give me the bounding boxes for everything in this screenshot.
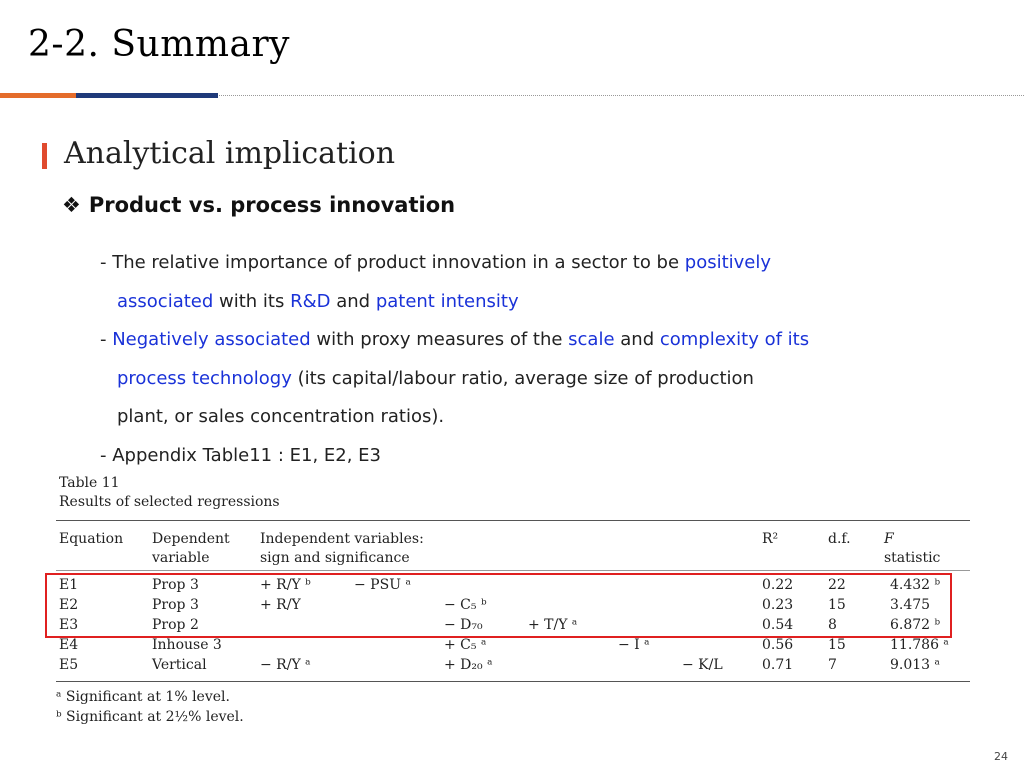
cell-v2: − PSU ᵃ xyxy=(354,577,411,593)
table-header-rule xyxy=(56,570,970,571)
cell-eq: E1 xyxy=(59,577,79,593)
cell-dep: Prop 3 xyxy=(152,577,199,593)
body-text-span: with its xyxy=(213,290,291,312)
cell-f: 3.475 xyxy=(890,597,931,613)
title-underline-orange xyxy=(0,93,76,98)
highlight-text: patent intensity xyxy=(375,290,519,312)
header-df: d.f. xyxy=(828,531,851,547)
header-independent-line2: sign and significance xyxy=(260,550,410,566)
highlight-text: complexity of its xyxy=(659,329,810,350)
cell-r2: 0.54 xyxy=(762,617,794,633)
body-line-2: associated with its R&D and patent inten… xyxy=(100,283,900,322)
cell-v6: − K/L xyxy=(682,657,723,673)
highlight-box xyxy=(45,573,952,638)
body-text: - The relative importance of product inn… xyxy=(100,244,900,475)
cell-df: 15 xyxy=(828,637,846,653)
table-bottom-rule xyxy=(56,681,970,682)
body-line-4: process technology (its capital/labour r… xyxy=(100,360,900,399)
cell-df: 8 xyxy=(828,617,837,633)
body-line-1: - The relative importance of product inn… xyxy=(100,244,900,283)
table-caption-subtitle: Results of selected regressions xyxy=(59,494,280,510)
page-number: 24 xyxy=(994,750,1008,763)
cell-dep: Vertical xyxy=(152,657,207,673)
body-text-span: - The relative importance of product inn… xyxy=(100,252,685,273)
body-text-span: with proxy measures of the xyxy=(310,329,569,350)
cell-eq: E2 xyxy=(59,597,79,613)
highlight-text: process technology xyxy=(117,367,292,389)
cell-v4: + T/Y ᵃ xyxy=(528,617,578,633)
cell-r2: 0.23 xyxy=(762,597,794,613)
diamond-bullet-icon: ❖ xyxy=(62,193,81,217)
cell-v3: − D₇₀ xyxy=(444,617,483,633)
cell-v5: − I ᵃ xyxy=(618,637,650,653)
cell-v1: + R/Y ᵇ xyxy=(260,577,311,593)
body-text-span: and xyxy=(614,329,660,350)
title-underline-navy xyxy=(76,93,218,98)
cell-f: 6.872 ᵇ xyxy=(890,617,941,633)
highlight-text: Negatively associated xyxy=(112,329,311,350)
bullet-label: Product vs. process innovation xyxy=(88,193,456,217)
highlight-text: associated xyxy=(117,290,214,312)
header-f: F xyxy=(884,531,894,547)
highlight-text: scale xyxy=(568,329,615,350)
cell-eq: E5 xyxy=(59,657,79,673)
header-equation: Equation xyxy=(59,531,124,547)
header-dependent-line2: variable xyxy=(152,550,210,566)
cell-v3: + C₅ ᵃ xyxy=(444,637,487,653)
table-caption-title: Table 11 xyxy=(59,475,120,491)
cell-f: 4.432 ᵇ xyxy=(890,577,941,593)
cell-r2: 0.22 xyxy=(762,577,794,593)
body-text-span: (its capital/labour ratio, average size … xyxy=(291,367,754,389)
cell-eq: E3 xyxy=(59,617,79,633)
cell-dep: Prop 2 xyxy=(152,617,199,633)
cell-r2: 0.56 xyxy=(762,637,794,653)
section-title: Analytical implication xyxy=(64,136,396,171)
header-independent: Independent variables: xyxy=(260,531,424,547)
cell-r2: 0.71 xyxy=(762,657,794,673)
cell-dep: Prop 3 xyxy=(152,597,199,613)
slide-title: 2-2. Summary xyxy=(28,24,290,65)
cell-eq: E4 xyxy=(59,637,79,653)
body-text-span: plant, or sales concentration ratios). xyxy=(117,406,445,427)
cell-df: 7 xyxy=(828,657,837,673)
body-text-span: - xyxy=(100,329,113,350)
body-line-6: - Appendix Table11 : E1, E2, E3 xyxy=(100,444,381,466)
table-top-rule xyxy=(56,520,970,521)
cell-v1: + R/Y xyxy=(260,597,301,613)
table-caption: Table 11 Results of selected regressions xyxy=(59,474,280,512)
cell-df: 22 xyxy=(828,577,846,593)
header-r-squared: R² xyxy=(762,531,779,547)
highlight-text: positively xyxy=(684,252,772,273)
cell-df: 15 xyxy=(828,597,846,613)
body-line-3: - Negatively associated with proxy measu… xyxy=(100,321,900,360)
section-marker xyxy=(42,143,47,169)
footnote-b: ᵇ Significant at 2½% level. xyxy=(56,709,244,725)
body-text-span: and xyxy=(330,290,376,312)
header-dependent: Dependent xyxy=(152,531,230,547)
cell-f: 9.013 ᵃ xyxy=(890,657,940,673)
cell-dep: Inhouse 3 xyxy=(152,637,222,653)
cell-v1: − R/Y ᵃ xyxy=(260,657,311,673)
header-f-line2: statistic xyxy=(884,550,941,566)
highlight-text: R&D xyxy=(290,290,331,312)
cell-v3: − C₅ ᵇ xyxy=(444,597,487,613)
cell-f: 11.786 ᵃ xyxy=(890,637,949,653)
cell-v3: + D₂₀ ᵃ xyxy=(444,657,493,673)
bullet-heading: ❖ Product vs. process innovation xyxy=(62,193,455,217)
body-line-5: plant, or sales concentration ratios). xyxy=(100,398,900,437)
title-underline xyxy=(0,93,1024,98)
footnote-a: ᵃ Significant at 1% level. xyxy=(56,689,230,705)
